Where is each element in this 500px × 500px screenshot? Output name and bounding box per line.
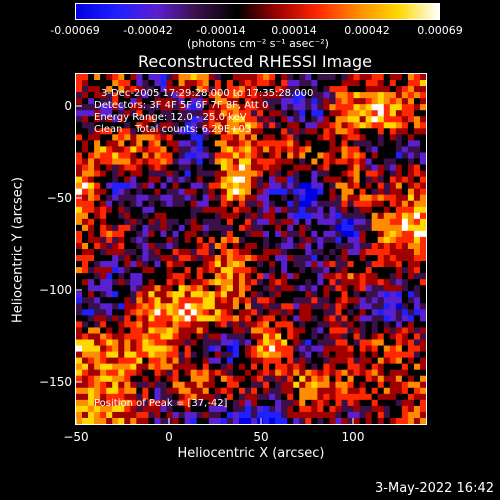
colorbar-tick-label: -0.00042 — [123, 24, 173, 37]
peak-position-text: Position of Peak = [37,-42] — [94, 398, 228, 409]
colorbar-gradient — [76, 4, 439, 19]
x-tick-label: 0 — [165, 430, 173, 444]
time-range-text: 3-Dec-2005 17:29:28.000 to 17:35:28.000 — [101, 88, 314, 99]
colorbar-tick-label: -0.00069 — [50, 24, 100, 37]
image-frame — [75, 73, 427, 425]
reconstructed-image-heatmap — [76, 74, 426, 424]
y-axis-label: Heliocentric Y (arcsec) — [10, 177, 26, 323]
plot-title: Reconstructed RHESSI Image — [138, 52, 372, 71]
x-tick-label: −50 — [63, 430, 89, 444]
colorbar-tick-label: -0.00014 — [196, 24, 246, 37]
x-axis-label: Heliocentric X (arcsec) — [177, 446, 325, 461]
y-tick-label: −150 — [39, 375, 72, 389]
y-tick-label: −50 — [46, 191, 72, 205]
colorbar-tick-label: 0.00069 — [417, 24, 463, 37]
x-tick-label: 100 — [341, 430, 365, 444]
detectors-text: Detectors: 3F 4F 5F 6F 7F 8F, Att 0 — [94, 100, 269, 111]
y-tick-label: 0 — [64, 99, 72, 113]
y-tick-label: −100 — [39, 283, 72, 297]
x-tick-label: 50 — [253, 430, 269, 444]
colorbar-units: (photons cm⁻² s⁻¹ asec⁻²) — [187, 37, 329, 50]
timestamp: 3-May-2022 16:42 — [375, 481, 494, 496]
energy-range-text: Energy Range: 12.0 - 25.0 keV — [94, 112, 247, 123]
colorbar-tick-label: 0.00042 — [344, 24, 390, 37]
colorbar-tick-label: 0.00014 — [271, 24, 317, 37]
method-counts-text: Clean Total counts: 6.29E+03 — [94, 124, 252, 135]
colorbar — [75, 3, 440, 20]
